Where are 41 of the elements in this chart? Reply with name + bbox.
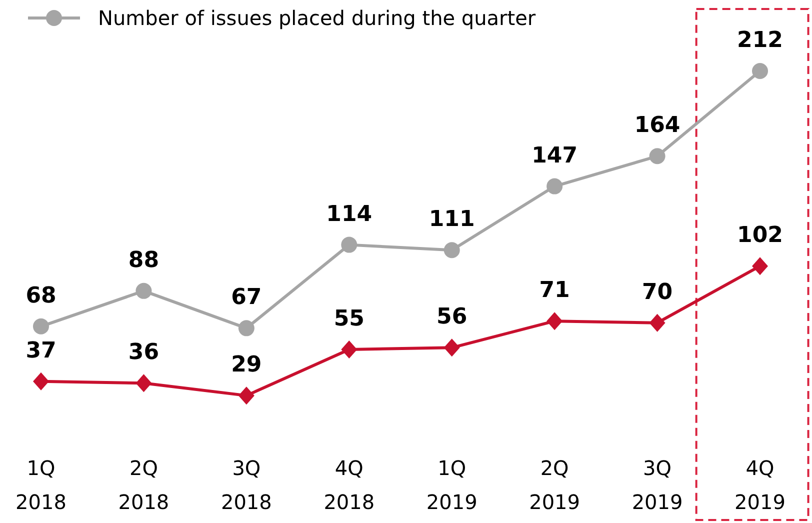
data-label: 88: [128, 248, 160, 273]
x-tick-label: 2Q 2019: [529, 456, 580, 514]
point: [546, 178, 563, 194]
point: [33, 372, 49, 390]
x-tick-label: 4Q 2018: [324, 456, 375, 514]
x-tick-label: 2Q 2018: [118, 456, 170, 514]
data-label: 71: [539, 278, 570, 304]
point: [238, 320, 254, 336]
data-label: 36: [128, 340, 160, 366]
point: [238, 386, 254, 405]
data-label: 29: [231, 352, 262, 378]
data-label: 70: [642, 280, 673, 305]
legend-label: Number of issues placed during the quarter: [98, 6, 536, 30]
data-label: 212: [737, 28, 783, 53]
point: [341, 340, 358, 358]
x-tick-label: 4Q 2019: [734, 456, 786, 514]
data-label: 68: [26, 283, 56, 308]
data-label: 164: [634, 113, 680, 138]
data-label: 56: [436, 304, 468, 330]
point: [136, 282, 152, 299]
point: [136, 374, 152, 392]
x-tick-label: 3Q 2018: [220, 456, 272, 514]
x-tick-label: 1Q 2019: [426, 456, 478, 514]
data-label: 55: [334, 306, 364, 332]
point: [649, 314, 666, 332]
point: [341, 236, 358, 253]
point: [752, 63, 768, 79]
x-tick-label: 3Q 2019: [632, 456, 683, 514]
point: [752, 257, 768, 276]
point: [649, 148, 666, 164]
point: [444, 338, 460, 357]
data-label: 111: [428, 207, 475, 232]
point: [444, 242, 460, 258]
data-label: 114: [326, 202, 372, 227]
point: [546, 312, 563, 330]
data-label: 147: [532, 143, 578, 168]
data-label: 37: [26, 338, 56, 364]
data-label: 67: [231, 285, 262, 310]
data-label: 102: [737, 223, 783, 248]
point: [33, 318, 49, 334]
x-tick-label: 1Q 2018: [16, 456, 66, 514]
